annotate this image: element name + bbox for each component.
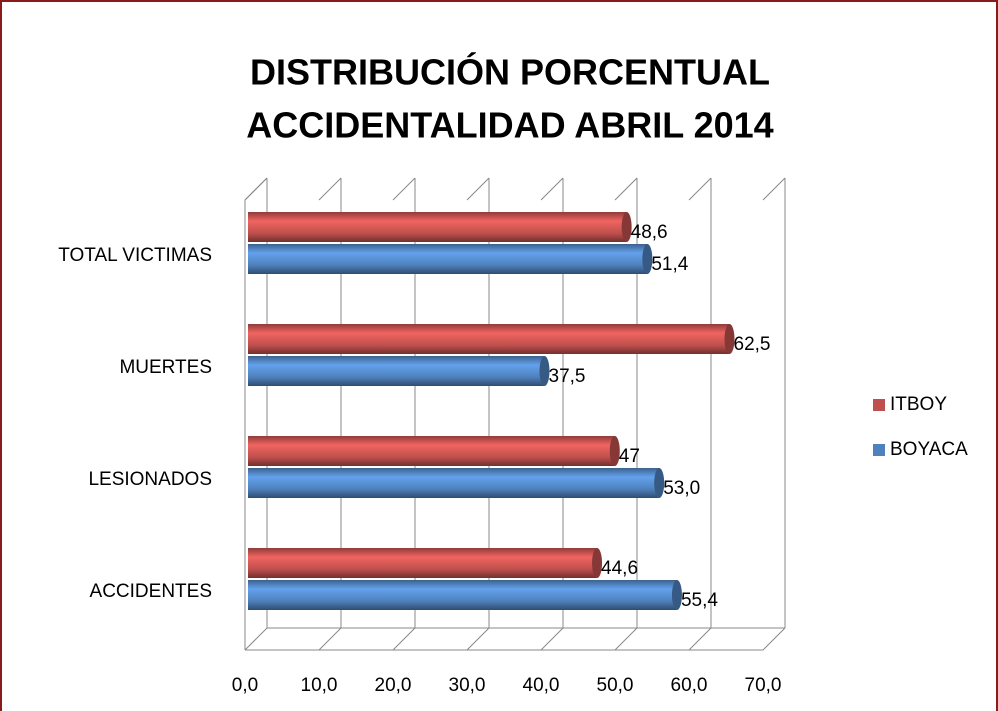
grid-line xyxy=(540,627,564,651)
x-tick-label: 30,0 xyxy=(449,675,486,696)
grid-line xyxy=(762,627,786,651)
x-tick-label: 0,0 xyxy=(232,675,258,696)
bar xyxy=(248,356,545,386)
chart-title: DISTRIBUCIÓN PORCENTUAL xyxy=(250,51,770,93)
bar xyxy=(248,548,598,578)
grid-line xyxy=(762,177,786,201)
bar-cap xyxy=(609,436,620,466)
y-tick-label: MUERTES xyxy=(119,357,212,378)
grid-line xyxy=(614,627,638,651)
bar xyxy=(248,244,648,274)
bar xyxy=(248,436,615,466)
legend-label: ITBOY xyxy=(890,394,947,415)
grid-line xyxy=(688,627,712,651)
y-tick-label: TOTAL VICTIMAS xyxy=(58,245,212,266)
bar xyxy=(248,468,660,498)
bar xyxy=(248,580,677,610)
x-tick-label: 10,0 xyxy=(301,675,338,696)
data-label: 48,6 xyxy=(631,222,668,243)
grid-line xyxy=(318,627,342,651)
grid-line xyxy=(688,177,712,201)
grid-line xyxy=(244,627,268,651)
bar-cap xyxy=(592,548,603,578)
grid-line xyxy=(392,627,416,651)
bar xyxy=(248,324,730,354)
data-label: 44,6 xyxy=(601,558,638,579)
data-label: 62,5 xyxy=(734,334,771,355)
x-tick-label: 50,0 xyxy=(597,675,634,696)
legend-swatch xyxy=(873,399,885,411)
data-label: 37,5 xyxy=(549,366,586,387)
bar-cap xyxy=(724,324,735,354)
data-label: 47 xyxy=(619,446,640,467)
data-label: 55,4 xyxy=(681,590,718,611)
chart-title: ACCIDENTALIDAD ABRIL 2014 xyxy=(246,105,773,146)
x-tick-label: 70,0 xyxy=(745,675,782,696)
grid-line xyxy=(392,177,416,201)
grid-line xyxy=(614,177,638,201)
y-tick-label: LESIONADOS xyxy=(88,469,212,490)
grid-line xyxy=(540,177,564,201)
data-label: 51,4 xyxy=(651,254,688,275)
bar-cap xyxy=(642,244,653,274)
x-tick-label: 20,0 xyxy=(375,675,412,696)
grid-line xyxy=(466,627,490,651)
y-tick-label: ACCIDENTES xyxy=(90,581,212,602)
x-tick-label: 60,0 xyxy=(671,675,708,696)
bar-cap xyxy=(654,468,665,498)
legend-swatch xyxy=(873,444,885,456)
bar-cap xyxy=(671,580,682,610)
x-tick-label: 40,0 xyxy=(523,675,560,696)
grid-line xyxy=(244,177,268,201)
grid-line xyxy=(318,177,342,201)
bar xyxy=(248,212,627,242)
data-label: 53,0 xyxy=(663,478,700,499)
bar-cap xyxy=(621,212,632,242)
grid-line xyxy=(466,177,490,201)
legend-label: BOYACA xyxy=(890,439,968,460)
bar-cap xyxy=(539,356,550,386)
